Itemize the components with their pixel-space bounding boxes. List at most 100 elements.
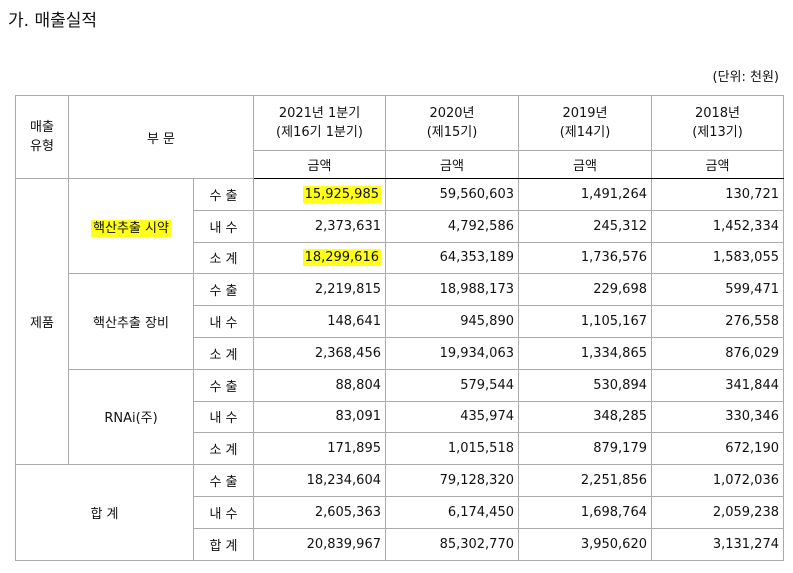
type-cell: 제품 <box>15 177 69 466</box>
value-cell: 171,895 <box>253 432 386 466</box>
value: 341,844 <box>725 377 779 393</box>
header-cell: 2018년 (제13기) <box>651 95 784 151</box>
table-row: 합 계 수 출 18,234,604 79,128,320 2,251,856 1,072… <box>15 464 784 561</box>
subgroup-cell: RNAi(주) <box>68 368 194 466</box>
table-row: 합 계 20,839,967 85,302,770 3,950,620 3,131,27… <box>16 527 784 561</box>
row-label: 소 계 <box>209 347 238 363</box>
row-label-cell: 내 수 <box>193 400 254 434</box>
value: 330,346 <box>725 409 779 425</box>
value-cell: 4,792,586 <box>385 209 519 243</box>
row-label-cell: 수 출 <box>193 464 254 497</box>
row-label: 수 출 <box>209 475 238 491</box>
row-label-cell: 합 계 <box>193 527 254 561</box>
value: 79,128,320 <box>439 473 514 489</box>
value-cell: 876,029 <box>651 336 784 370</box>
sales-table: 매출 유형 부 문 2021년 1분기 (제16기 1분기) 2020년 (제15기) 201… <box>15 95 784 561</box>
value-cell: 1,736,576 <box>518 241 652 275</box>
value-cell: 6,174,450 <box>385 495 519 529</box>
subgroup-label: 핵산추출 장비 <box>93 316 169 332</box>
term-label: (제13기) <box>692 125 743 140</box>
value: 229,698 <box>593 282 647 298</box>
value-cell: 245,312 <box>518 209 652 243</box>
value: 3,131,274 <box>712 536 779 552</box>
type-label: 제품 <box>30 316 54 332</box>
value-cell: 672,190 <box>651 432 784 466</box>
value-cell: 1,334,865 <box>518 336 652 370</box>
row-label: 소 계 <box>209 252 238 268</box>
value-cell: 3,131,274 <box>651 527 784 561</box>
value-cell: 1,698,764 <box>518 495 652 529</box>
header-cell: 2021년 1분기 (제16기 1분기) <box>253 95 386 151</box>
value-cell: 1,105,167 <box>518 305 652 338</box>
row-label-cell: 수 출 <box>193 368 254 402</box>
header-cell: 금액 <box>651 150 784 179</box>
value-cell: 20,839,967 <box>253 527 386 561</box>
table-row: 핵산추출 장비 수 출 2,219,815 18,988,173 229,698 599,… <box>16 273 784 370</box>
row-label: 내 수 <box>209 506 238 522</box>
value-cell: 530,894 <box>518 368 652 402</box>
value-cell: 1,072,036 <box>651 464 784 497</box>
value: 1,015,518 <box>447 441 514 457</box>
row-label: 수 출 <box>209 284 238 300</box>
header-cell: 금액 <box>253 150 386 179</box>
value: 59,560,603 <box>439 186 514 202</box>
term-label: (제15기) <box>426 125 478 140</box>
header-cell: 금액 <box>518 150 652 179</box>
table-row: 매출 유형 부 문 2021년 1분기 (제16기 1분기) 2020년 (제15기) 201… <box>15 95 784 179</box>
value: 2,251,856 <box>580 473 647 489</box>
value-cell: 435,974 <box>385 400 519 434</box>
row-label-cell: 내 수 <box>193 305 254 338</box>
value-cell: 1,015,518 <box>385 432 519 466</box>
table-row: 내 수 2,373,631 4,792,586 245,312 1,452,334 <box>16 209 784 243</box>
value-cell: 341,844 <box>651 368 784 402</box>
value-cell: 2,059,238 <box>651 495 784 529</box>
value-cell: 2,219,815 <box>253 273 386 307</box>
period-label: 2021년 1분기 <box>278 106 361 121</box>
value: 4,792,586 <box>447 218 514 234</box>
row-label-cell: 수 출 <box>193 273 254 307</box>
row-label: 수 출 <box>209 188 238 204</box>
value: 85,302,770 <box>439 536 514 552</box>
value-cell: 83,091 <box>253 400 386 434</box>
subgroup-label: 핵산추출 시약 <box>91 219 171 237</box>
measure-label: 금액 <box>705 159 730 174</box>
value: 599,471 <box>725 282 779 298</box>
value-cell: 945,890 <box>385 305 519 338</box>
value: 171,895 <box>327 441 381 457</box>
table-row: 내 수 148,641 945,890 1,105,167 276,558 <box>16 305 784 338</box>
period-label: 2018년 <box>694 106 741 121</box>
value-cell: 85,302,770 <box>385 527 519 561</box>
row-label: 합 계 <box>209 538 238 554</box>
table-row: RNAi(주) 수 출 88,804 579,544 530,894 341,844 <box>16 368 784 466</box>
table-body: 매출 유형 부 문 2021년 1분기 (제16기 1분기) 2020년 (제15기) 201… <box>15 95 784 561</box>
header-cell: 2020년 (제15기) <box>385 95 519 151</box>
value-cell: 130,721 <box>651 178 784 211</box>
value: 1,491,264 <box>580 186 647 202</box>
value: 2,368,456 <box>314 345 381 361</box>
value-cell: 19,934,063 <box>385 336 519 370</box>
period-label: 2020년 <box>429 106 475 121</box>
value-cell: 229,698 <box>518 273 652 307</box>
total-cell: 합 계 <box>15 464 194 561</box>
table-row: 금액 금액 금액 금액 <box>16 150 784 179</box>
row-label-cell: 수 출 <box>193 178 254 211</box>
value: 945,890 <box>460 314 514 330</box>
header-cell: 매출 유형 <box>15 95 69 179</box>
subgroup-cell: 핵산추출 장비 <box>68 273 194 370</box>
measure-label: 금액 <box>573 159 597 174</box>
value: 435,974 <box>460 409 514 425</box>
row-label-cell: 소 계 <box>193 432 254 466</box>
value: 88,804 <box>335 377 382 393</box>
value-cell: 15,925,985 <box>253 178 386 211</box>
value-cell: 276,558 <box>651 305 784 338</box>
value: 3,950,620 <box>580 536 647 552</box>
unit-note: (단위: 천원) <box>712 70 780 85</box>
value-cell: 2,605,363 <box>253 495 386 529</box>
value: 1,105,167 <box>580 314 647 330</box>
header-cell: 부 문 <box>68 95 254 179</box>
row-label-cell: 내 수 <box>193 495 254 529</box>
value: 1,583,055 <box>712 250 779 266</box>
value: 276,558 <box>725 314 779 330</box>
measure-label: 금액 <box>440 159 464 174</box>
